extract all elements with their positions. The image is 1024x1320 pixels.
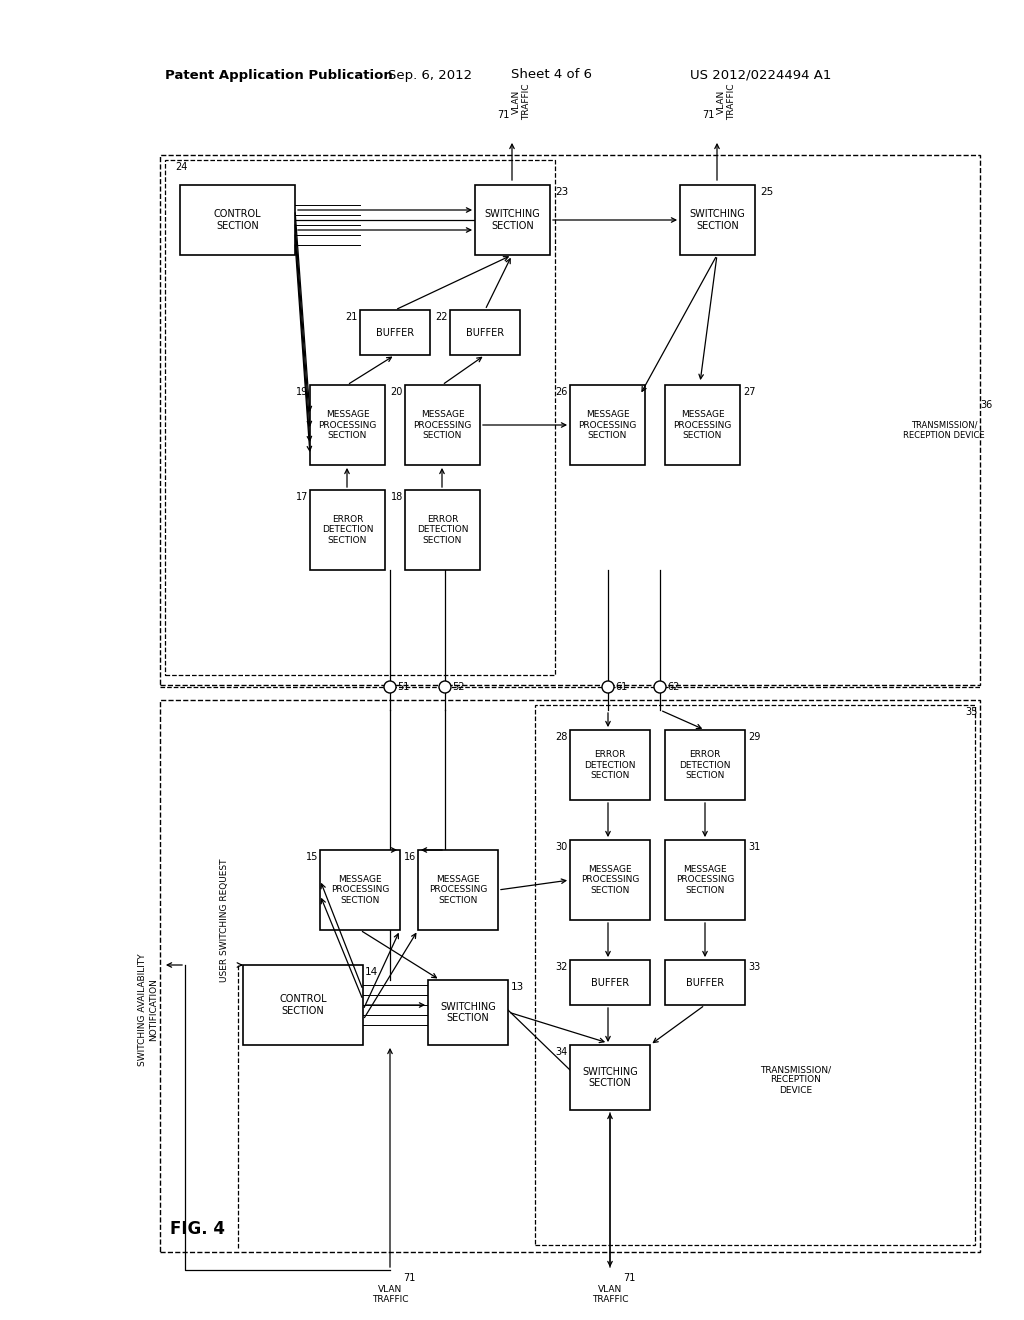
Text: CONTROL
SECTION: CONTROL SECTION [214, 209, 261, 231]
Text: MESSAGE
PROCESSING
SECTION: MESSAGE PROCESSING SECTION [674, 411, 732, 440]
Text: 24: 24 [175, 162, 187, 172]
Bar [418, 850, 498, 931]
Text: 19: 19 [296, 387, 308, 397]
Text: ERROR
DETECTION
SECTION: ERROR DETECTION SECTION [679, 750, 731, 780]
Text: 22: 22 [435, 312, 449, 322]
Bar [475, 185, 550, 255]
Text: 52: 52 [452, 682, 465, 692]
Text: 71: 71 [623, 1272, 635, 1283]
Text: MESSAGE
PROCESSING
SECTION: MESSAGE PROCESSING SECTION [318, 411, 377, 440]
Text: BUFFER: BUFFER [466, 327, 504, 338]
Text: 30: 30 [556, 842, 568, 851]
Text: MESSAGE
PROCESSING
SECTION: MESSAGE PROCESSING SECTION [414, 411, 472, 440]
Text: Patent Application Publication: Patent Application Publication [165, 69, 393, 82]
Text: ERROR
DETECTION
SECTION: ERROR DETECTION SECTION [585, 750, 636, 780]
Text: 14: 14 [365, 968, 378, 977]
Text: 20: 20 [390, 387, 403, 397]
Text: 61: 61 [615, 682, 628, 692]
Text: 16: 16 [403, 851, 416, 862]
Text: 71: 71 [498, 110, 510, 120]
Text: MESSAGE
PROCESSING
SECTION: MESSAGE PROCESSING SECTION [429, 875, 487, 906]
Bar [535, 705, 975, 1245]
Text: MESSAGE
PROCESSING
SECTION: MESSAGE PROCESSING SECTION [579, 411, 637, 440]
Bar [570, 960, 650, 1005]
Text: MESSAGE
PROCESSING
SECTION: MESSAGE PROCESSING SECTION [581, 865, 639, 895]
Bar [665, 730, 745, 800]
Text: 62: 62 [667, 682, 679, 692]
Text: 21: 21 [346, 312, 358, 322]
Bar [665, 840, 745, 920]
Bar [665, 960, 745, 1005]
Text: Sep. 6, 2012: Sep. 6, 2012 [388, 69, 472, 82]
Text: VLAN
TRAFFIC: VLAN TRAFFIC [372, 1284, 409, 1304]
Text: SWITCHING
SECTION: SWITCHING SECTION [689, 209, 745, 231]
Text: 71: 71 [702, 110, 715, 120]
Text: SWITCHING AVAILABILITY
NOTIFICATION: SWITCHING AVAILABILITY NOTIFICATION [138, 953, 158, 1067]
Text: 31: 31 [748, 842, 760, 851]
Bar [310, 385, 385, 465]
Bar [450, 310, 520, 355]
Circle shape [602, 681, 614, 693]
Bar [360, 310, 430, 355]
Text: ERROR
DETECTION
SECTION: ERROR DETECTION SECTION [322, 515, 374, 545]
Text: BUFFER: BUFFER [591, 978, 629, 987]
Text: 23: 23 [555, 187, 568, 197]
Bar [319, 850, 400, 931]
Text: 71: 71 [403, 1272, 416, 1283]
Circle shape [439, 681, 451, 693]
Bar [310, 490, 385, 570]
Text: SWITCHING
SECTION: SWITCHING SECTION [582, 1067, 638, 1088]
Text: 28: 28 [556, 733, 568, 742]
Text: 13: 13 [511, 982, 524, 993]
Text: VLAN
TRAFFIC: VLAN TRAFFIC [512, 83, 531, 120]
Bar [428, 979, 508, 1045]
Text: Sheet 4 of 6: Sheet 4 of 6 [511, 69, 592, 82]
Text: 35: 35 [966, 708, 978, 717]
Text: BUFFER: BUFFER [376, 327, 414, 338]
Text: 36: 36 [980, 400, 992, 411]
Text: 17: 17 [296, 492, 308, 502]
Text: 32: 32 [556, 962, 568, 972]
Bar [165, 160, 555, 675]
Text: 18: 18 [391, 492, 403, 502]
Text: TRANSMISSION/
RECEPTION
DEVICE: TRANSMISSION/ RECEPTION DEVICE [760, 1065, 831, 1094]
Text: 25: 25 [760, 187, 773, 197]
Text: TRANSMISSION/
RECEPTION DEVICE: TRANSMISSION/ RECEPTION DEVICE [903, 420, 985, 440]
Text: 29: 29 [748, 733, 761, 742]
Text: USER SWITCHING REQUEST: USER SWITCHING REQUEST [220, 858, 229, 982]
Bar [570, 730, 650, 800]
Text: CONTROL
SECTION: CONTROL SECTION [280, 994, 327, 1016]
Text: VLAN
TRAFFIC: VLAN TRAFFIC [717, 83, 736, 120]
Bar [243, 965, 362, 1045]
Text: SWITCHING
SECTION: SWITCHING SECTION [440, 1002, 496, 1023]
Text: 15: 15 [305, 851, 318, 862]
Bar [680, 185, 755, 255]
Circle shape [384, 681, 396, 693]
Text: VLAN
TRAFFIC: VLAN TRAFFIC [592, 1284, 629, 1304]
Text: 26: 26 [556, 387, 568, 397]
Text: SWITCHING
SECTION: SWITCHING SECTION [484, 209, 541, 231]
Text: FIG. 4: FIG. 4 [170, 1220, 225, 1238]
Text: 33: 33 [748, 962, 760, 972]
Text: MESSAGE
PROCESSING
SECTION: MESSAGE PROCESSING SECTION [331, 875, 389, 906]
Bar [160, 700, 980, 1251]
Text: US 2012/0224494 A1: US 2012/0224494 A1 [690, 69, 831, 82]
Text: 34: 34 [556, 1047, 568, 1057]
Bar [570, 840, 650, 920]
Text: ERROR
DETECTION
SECTION: ERROR DETECTION SECTION [417, 515, 468, 545]
Circle shape [654, 681, 666, 693]
Text: MESSAGE
PROCESSING
SECTION: MESSAGE PROCESSING SECTION [676, 865, 734, 895]
Bar [570, 385, 645, 465]
Text: BUFFER: BUFFER [686, 978, 724, 987]
Text: 27: 27 [743, 387, 756, 397]
Bar [570, 1045, 650, 1110]
Bar [180, 185, 295, 255]
Bar [406, 385, 480, 465]
Bar [160, 154, 980, 685]
Bar [665, 385, 740, 465]
Bar [406, 490, 480, 570]
Text: 51: 51 [397, 682, 410, 692]
